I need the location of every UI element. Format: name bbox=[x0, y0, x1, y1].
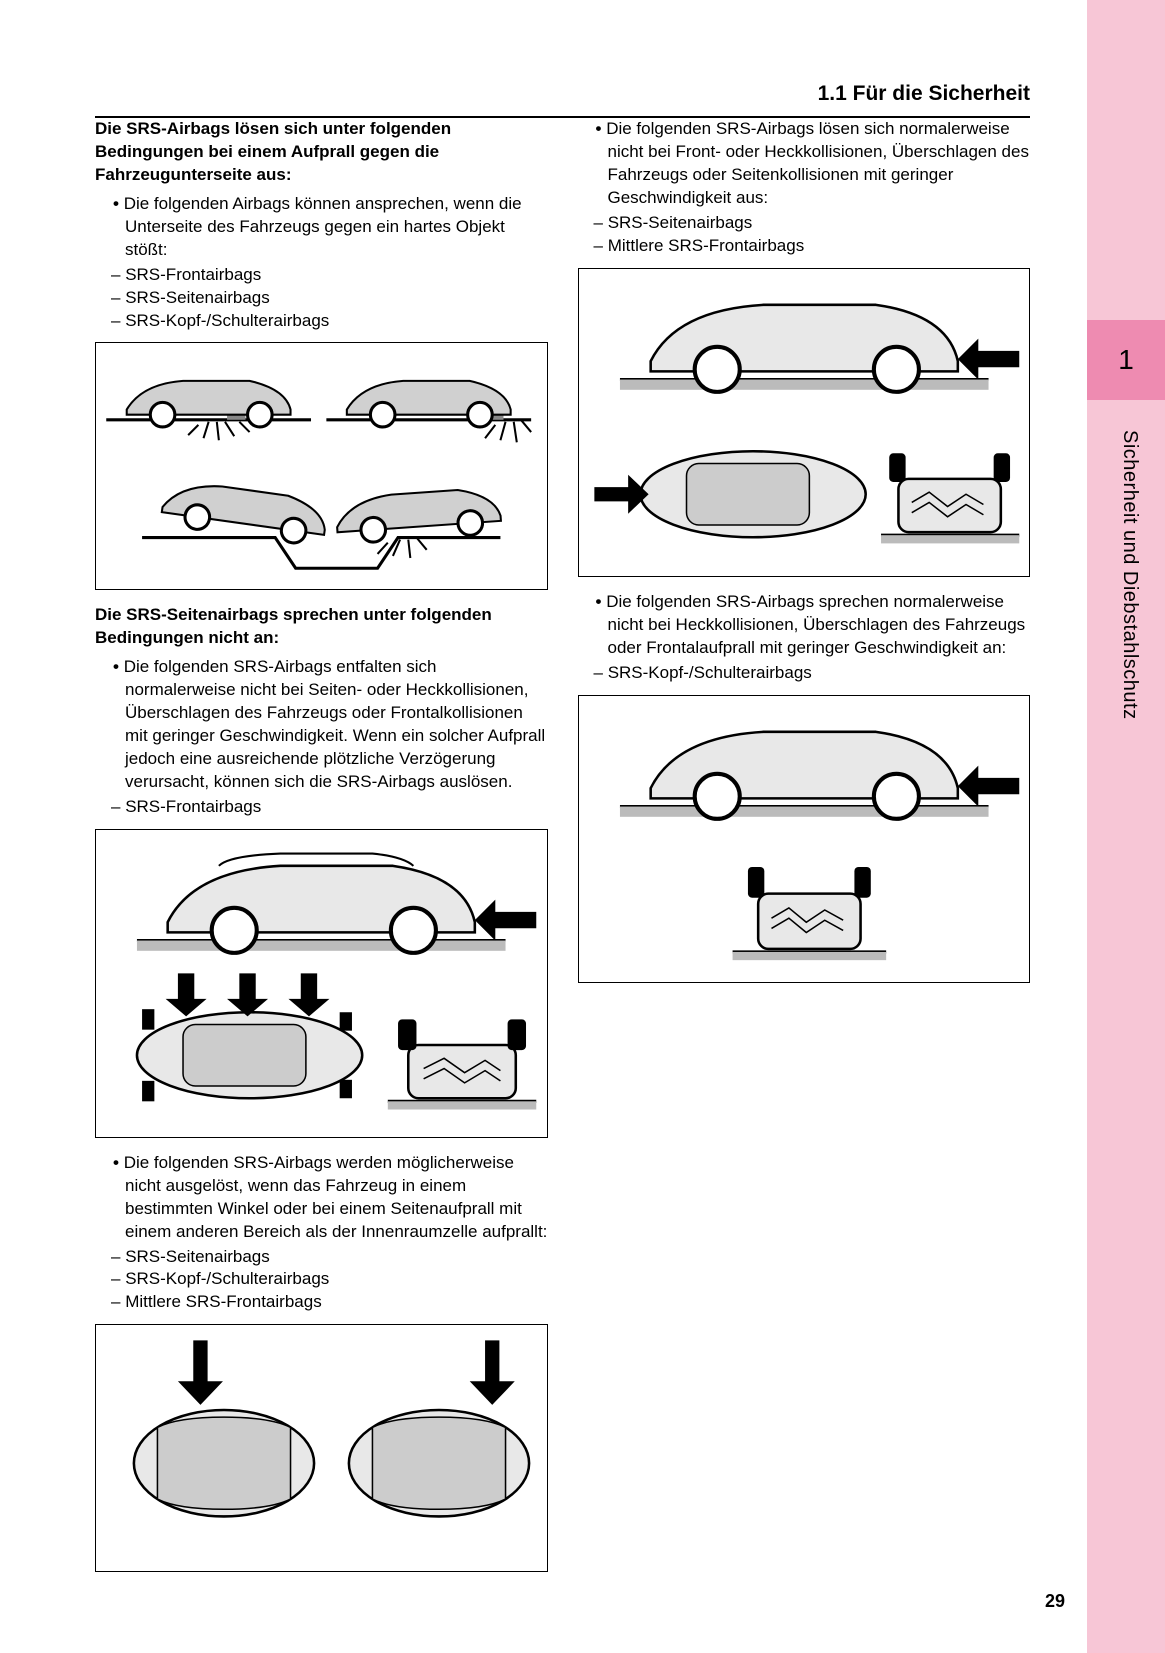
chapter-label: Sicherheit und Diebstahlschutz bbox=[1116, 430, 1143, 720]
chapter-number: 1 bbox=[1118, 341, 1134, 379]
heading-side-no-deploy: Die SRS-Seitenairbags sprechen unter fol… bbox=[95, 604, 548, 650]
dash-item: SRS-Kopf-/Schulterairbags bbox=[125, 1268, 548, 1291]
dash-item: SRS-Frontairbags bbox=[125, 264, 548, 287]
figure-side-airbag-nodeploy bbox=[578, 268, 1031, 577]
bullet-item: Die folgenden SRS-Airbags entfalten sich… bbox=[107, 656, 548, 794]
figure-curtain-airbag-nodeploy bbox=[578, 695, 1031, 984]
chapter-tab: 1 bbox=[1087, 320, 1165, 400]
figure-front-airbag-nodeploy bbox=[95, 829, 548, 1138]
figure-angled-side-impact bbox=[95, 1324, 548, 1572]
section-header: 1.1 Für die Sicherheit bbox=[95, 80, 1030, 118]
bullet-item: Die folgenden SRS-Airbags sprechen norma… bbox=[590, 591, 1031, 660]
dash-item: Mittlere SRS-Frontairbags bbox=[125, 1291, 548, 1314]
dash-item: SRS-Kopf-/Schulterairbags bbox=[125, 310, 548, 333]
dash-item: Mittlere SRS-Frontairbags bbox=[608, 235, 1031, 258]
dash-item: SRS-Kopf-/Schulterairbags bbox=[608, 662, 1031, 685]
tab-bg-top bbox=[1087, 0, 1165, 320]
dash-item: SRS-Seitenairbags bbox=[608, 212, 1031, 235]
bullet-item: Die folgenden SRS-Airbags werden möglich… bbox=[107, 1152, 548, 1244]
bullet-item: Die folgenden Airbags können ansprechen,… bbox=[107, 193, 548, 262]
figure-underside-impact bbox=[95, 342, 548, 590]
dash-item: SRS-Seitenairbags bbox=[125, 287, 548, 310]
dash-item: SRS-Frontairbags bbox=[125, 796, 548, 819]
heading-underside: Die SRS-Airbags lösen sich unter folgend… bbox=[95, 118, 548, 187]
page-content: Die SRS-Airbags lösen sich unter folgend… bbox=[95, 118, 1030, 1573]
dash-item: SRS-Seitenairbags bbox=[125, 1246, 548, 1269]
bullet-item: Die folgenden SRS-Airbags lösen sich nor… bbox=[590, 118, 1031, 210]
page-number: 29 bbox=[1045, 1589, 1065, 1613]
